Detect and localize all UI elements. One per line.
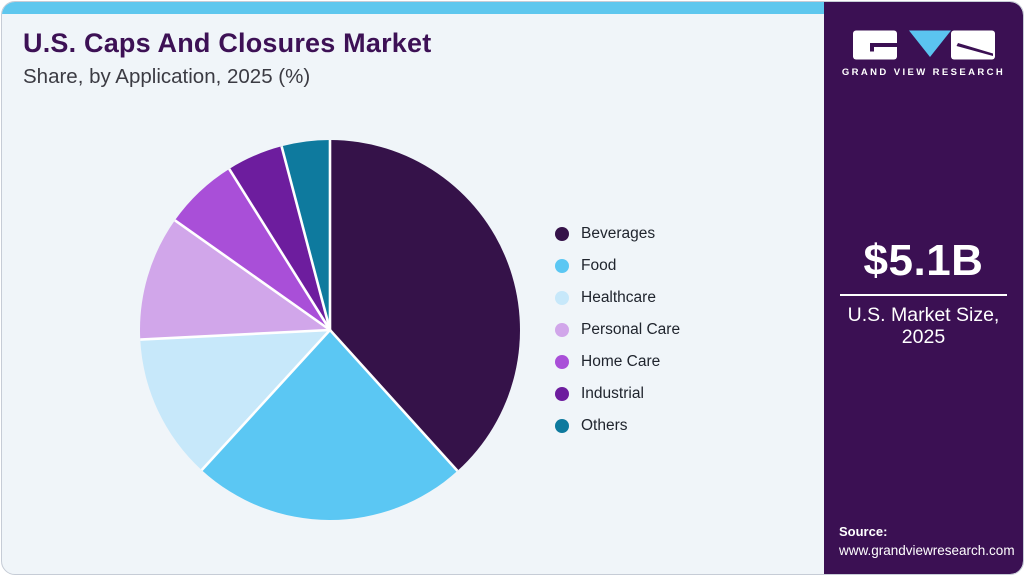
- chart-legend: Beverages Food Healthcare Personal Care Home…: [555, 223, 680, 436]
- page-subtitle: Share, by Application, 2025 (%): [23, 65, 311, 88]
- legend-item-healthcare: Healthcare: [555, 287, 680, 308]
- source-url: www.grandviewresearch.com: [839, 543, 1015, 558]
- legend-label: Others: [581, 416, 628, 434]
- legend-swatch-icon: [555, 322, 569, 337]
- slice-separator: [329, 329, 459, 472]
- legend-item-personal-care: Personal Care: [555, 319, 680, 340]
- legend-swatch-icon: [555, 290, 569, 305]
- slice-separator: [280, 145, 332, 331]
- legend-item-beverages: Beverages: [555, 223, 680, 244]
- market-size-divider: [840, 294, 1007, 296]
- legend-item-home-care: Home Care: [555, 351, 680, 372]
- legend-item-food: Food: [555, 255, 680, 276]
- pie-slice-industrial: [229, 146, 330, 330]
- brand-name: GRAND VIEW RESEARCH: [841, 67, 1006, 78]
- pie-slice-beverages: [330, 140, 520, 471]
- legend-item-industrial: Industrial: [555, 383, 680, 404]
- legend-label: Personal Care: [581, 320, 681, 338]
- gvr-logo-icon: [852, 30, 995, 60]
- legend-item-others: Others: [555, 415, 680, 436]
- market-size-value: $5.1B: [863, 236, 984, 285]
- brand-logo: GRAND VIEW RESEARCH: [824, 30, 1023, 78]
- legend-label: Healthcare: [581, 288, 656, 306]
- pie-slice-home-care: [174, 168, 330, 330]
- legend-swatch-icon: [555, 258, 569, 273]
- legend-label: Home Care: [581, 352, 661, 370]
- pie-chart-svg: [140, 140, 520, 520]
- legend-label: Beverages: [581, 224, 656, 242]
- slice-separator: [140, 328, 331, 341]
- market-size-block: $5.1B U.S. Market Size, 2025: [840, 236, 1007, 348]
- slice-separator: [174, 219, 331, 332]
- slice-separator: [228, 168, 332, 331]
- slice-separator: [200, 329, 331, 472]
- market-size-label-line1: U.S. Market Size,: [847, 304, 1000, 326]
- chart-header: U.S. Caps And Closures Market Share, by …: [23, 28, 431, 89]
- market-size-label: U.S. Market Size, 2025: [840, 304, 1007, 348]
- pie-slice-personal-care: [140, 220, 330, 340]
- source-block: Source: www.grandviewresearch.com: [839, 524, 1017, 558]
- legend-label: Food: [581, 256, 617, 274]
- pie-slice-healthcare: [140, 330, 330, 471]
- legend-label: Industrial: [581, 384, 644, 402]
- source-label: Source:: [839, 524, 888, 539]
- pie-chart: [139, 139, 521, 521]
- legend-swatch-icon: [555, 226, 569, 241]
- legend-swatch-icon: [555, 354, 569, 369]
- legend-swatch-icon: [555, 418, 569, 433]
- pie-slice-food: [201, 330, 458, 520]
- top-accent-bar: [2, 2, 824, 14]
- legend-swatch-icon: [555, 386, 569, 401]
- page-title: U.S. Caps And Closures Market: [23, 28, 432, 58]
- sidebar: GRAND VIEW RESEARCH $5.1B U.S. Market Si…: [824, 2, 1023, 574]
- market-size-label-line2: 2025: [901, 326, 946, 348]
